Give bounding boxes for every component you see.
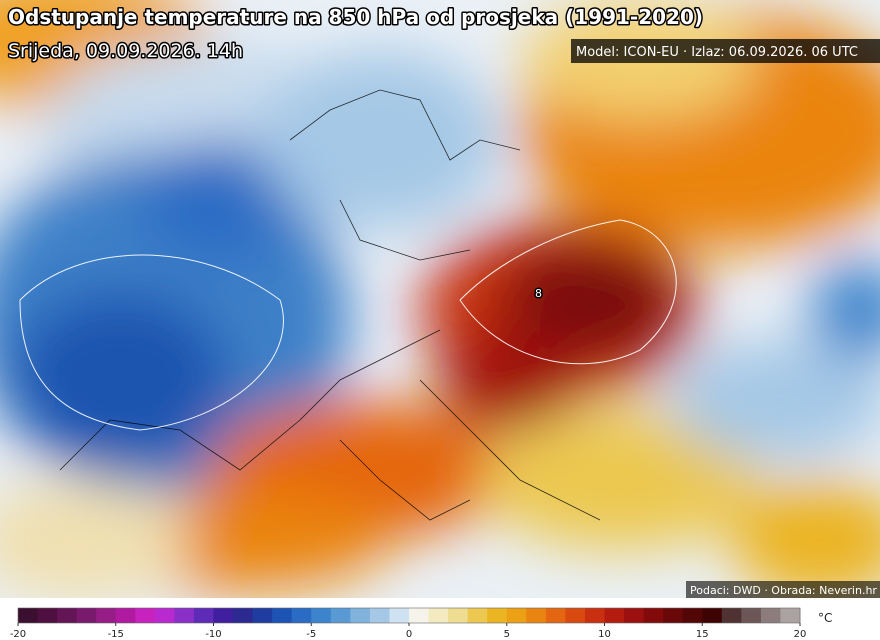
- colorbar-tick-label: -10: [205, 629, 221, 640]
- colorbar-segment: [565, 608, 586, 623]
- colorbar-segment: [311, 608, 332, 623]
- colorbar-tick-label: -20: [10, 629, 26, 640]
- map: 8: [0, 0, 880, 598]
- colorbar-segment: [448, 608, 469, 623]
- colorbar-segment: [760, 608, 781, 623]
- colorbar-segment: [506, 608, 527, 623]
- colorbar-tick-label: 0: [406, 629, 412, 640]
- colorbar-segment: [584, 608, 605, 623]
- colorbar-segment: [467, 608, 488, 623]
- colorbar-segment: [682, 608, 703, 623]
- colorbar-segment: [663, 608, 684, 623]
- colorbar-segment: [369, 608, 390, 623]
- colorbar-segment: [604, 608, 625, 623]
- colorbar: -20 -15 -10 -5 0 5 10 15 20: [10, 607, 807, 640]
- colorbar-segment: [18, 608, 39, 623]
- colorbar-tick-label: 10: [598, 629, 611, 640]
- colorbar-segment: [193, 608, 214, 623]
- colorbar-segment: [741, 608, 762, 623]
- colorbar-segment: [487, 608, 508, 623]
- credits-box: [686, 581, 880, 598]
- colorbar-segment: [428, 608, 449, 623]
- colorbar-segment: [389, 608, 410, 623]
- colorbar-segment: [291, 608, 312, 623]
- colorbar-unit: °C: [818, 611, 832, 625]
- colorbar-segment: [135, 608, 156, 623]
- map-subtitle: Srijeda, 09.09.2026. 14h: [8, 40, 243, 62]
- colorbar-tick-label: 5: [504, 629, 510, 640]
- model-info: Model: ICON-EU · Izlaz: 06.09.2026. 06 U…: [576, 45, 858, 60]
- colorbar-tick-label: 15: [696, 629, 709, 640]
- colorbar-segment: [721, 608, 742, 623]
- colorbar-segment: [350, 608, 371, 623]
- colorbar-segment: [780, 608, 801, 623]
- colorbar-segment: [330, 608, 351, 623]
- colorbar-segment: [272, 608, 293, 623]
- colorbar-segment: [96, 608, 117, 623]
- colorbar-segment: [233, 608, 254, 623]
- credits: Podaci: DWD · Obrada: Neverin.hr: [690, 584, 877, 597]
- map-title: Odstupanje temperature na 850 hPa od pro…: [8, 5, 703, 29]
- colorbar-segment: [174, 608, 195, 623]
- colorbar-tick-label: -5: [306, 629, 316, 640]
- colorbar-segment: [252, 608, 273, 623]
- colorbar-tick-label: -15: [108, 629, 124, 640]
- colorbar-segment: [545, 608, 566, 623]
- colorbar-segment: [154, 608, 175, 623]
- colorbar-segment: [624, 608, 645, 623]
- colorbar-segment: [409, 608, 430, 623]
- model-box: [571, 39, 880, 63]
- contour-label: 8: [535, 287, 542, 300]
- colorbar-segment: [57, 608, 78, 623]
- colorbar-tick-label: 20: [794, 629, 807, 640]
- colorbar-segment: [526, 608, 547, 623]
- colorbar-segment: [115, 608, 136, 623]
- colorbar-segment: [643, 608, 664, 623]
- colorbar-segment: [702, 608, 723, 623]
- colorbar-segment: [37, 608, 58, 623]
- colorbar-segment: [213, 608, 234, 623]
- colorbar-segment: [76, 608, 97, 623]
